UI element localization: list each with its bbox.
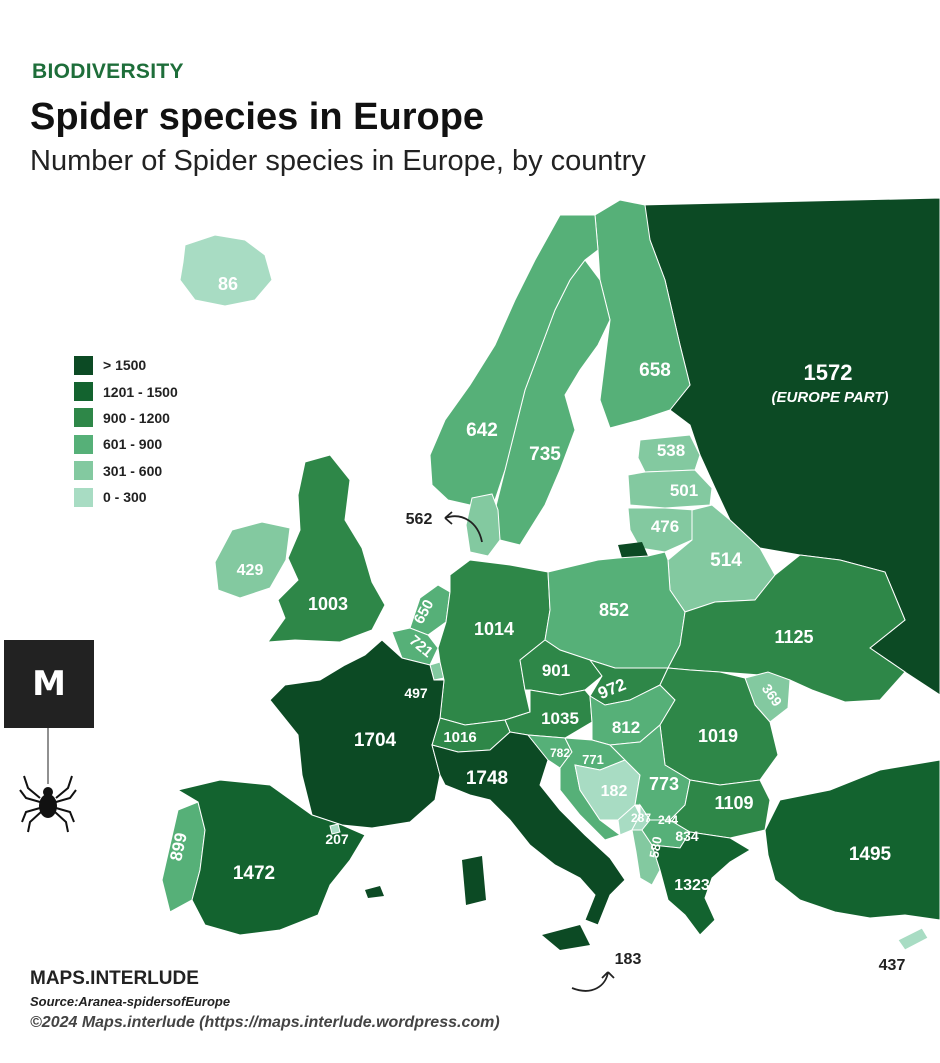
label-russia-note: (EUROPE PART) bbox=[772, 389, 889, 406]
region-lithuania bbox=[627, 507, 696, 553]
legend-label: > 1500 bbox=[103, 357, 147, 374]
label-poland: 852 bbox=[599, 600, 629, 620]
kicker: BIODIVERSITY bbox=[32, 60, 184, 83]
arrow-malta-head bbox=[601, 971, 615, 979]
legend-item: 1201 - 1500 bbox=[74, 378, 178, 404]
label-spain: 1472 bbox=[233, 863, 275, 884]
region-denmark bbox=[465, 493, 501, 557]
legend-swatch bbox=[74, 434, 93, 454]
label-greece: 1323 bbox=[674, 877, 710, 894]
label-estonia: 538 bbox=[657, 441, 685, 460]
arrow-malta bbox=[571, 971, 609, 992]
footer-source: Source:Aranea-spidersofEurope bbox=[30, 994, 231, 1009]
arrow-denmark bbox=[444, 515, 483, 543]
label-finland: 658 bbox=[639, 360, 671, 381]
label-russia: 1572 bbox=[804, 360, 853, 385]
label-turkey: 1495 bbox=[849, 844, 892, 865]
legend-swatch bbox=[74, 382, 93, 402]
region-norway bbox=[429, 214, 599, 506]
region-latvia bbox=[627, 469, 713, 509]
region-cyprus bbox=[897, 927, 929, 951]
logo-letter: M bbox=[32, 664, 66, 704]
label-austria: 1035 bbox=[541, 709, 579, 728]
label-albania: 580 bbox=[646, 835, 665, 859]
legend: > 1500 1201 - 1500 900 - 1200 601 - 900 … bbox=[74, 352, 178, 510]
label-serbia: 773 bbox=[649, 774, 679, 794]
label-lithuania: 476 bbox=[651, 517, 679, 536]
region-bulgaria bbox=[669, 779, 771, 839]
legend-item: > 1500 bbox=[74, 352, 178, 378]
legend-swatch bbox=[74, 355, 93, 375]
label-latvia: 501 bbox=[670, 481, 698, 500]
region-czechia bbox=[519, 639, 603, 696]
footer-brand: MAPS.INTERLUDE bbox=[30, 968, 199, 989]
legend-swatch bbox=[74, 461, 93, 481]
label-bulgaria: 1109 bbox=[714, 793, 753, 813]
region-spain bbox=[176, 779, 366, 936]
legend-label: 1201 - 1500 bbox=[103, 383, 178, 400]
label-hungary: 812 bbox=[612, 718, 640, 737]
region-italy bbox=[431, 731, 626, 926]
label-germany: 1014 bbox=[474, 619, 514, 639]
label-denmark: 562 bbox=[406, 511, 433, 528]
region-labels: 86 642 735 658 1572 (EUROPE PART) 538 50… bbox=[166, 274, 905, 974]
spider-icon bbox=[19, 728, 77, 833]
region-sicily bbox=[542, 925, 590, 950]
label-italy: 1748 bbox=[466, 768, 508, 789]
region-france bbox=[269, 639, 445, 829]
label-montenegro: 287 bbox=[631, 811, 651, 825]
arrow-denmark-head bbox=[444, 511, 453, 525]
label-switzerland: 1016 bbox=[443, 729, 476, 746]
legend-swatch bbox=[74, 408, 93, 428]
region-balearic bbox=[365, 886, 384, 898]
region-greece bbox=[651, 831, 751, 936]
label-cyprus: 437 bbox=[879, 957, 906, 974]
label-romania: 1019 bbox=[698, 726, 738, 746]
region-uk bbox=[266, 454, 386, 643]
label-andorra: 207 bbox=[325, 831, 349, 847]
legend-item: 0 - 300 bbox=[74, 484, 178, 510]
legend-item: 301 - 600 bbox=[74, 458, 178, 484]
label-croatia: 771 bbox=[582, 752, 604, 767]
page-subtitle: Number of Spider species in Europe, by c… bbox=[30, 145, 646, 177]
label-uk: 1003 bbox=[308, 594, 348, 614]
label-malta: 183 bbox=[615, 951, 642, 968]
legend-label: 301 - 600 bbox=[103, 462, 163, 479]
legend-label: 0 - 300 bbox=[103, 489, 147, 506]
label-bosnia: 182 bbox=[601, 783, 628, 800]
label-iceland: 86 bbox=[218, 274, 238, 294]
label-ireland: 429 bbox=[237, 562, 264, 579]
region-sardinia bbox=[462, 856, 486, 905]
region-kaliningrad bbox=[618, 542, 648, 558]
region-ireland bbox=[214, 521, 291, 599]
brand-logo: M bbox=[4, 640, 94, 728]
label-slovenia: 782 bbox=[550, 746, 570, 760]
label-luxembourg: 497 bbox=[404, 685, 428, 701]
label-norway: 642 bbox=[466, 420, 498, 441]
label-kosovo: 244 bbox=[658, 813, 678, 827]
region-turkey bbox=[764, 759, 940, 921]
legend-label: 900 - 1200 bbox=[103, 409, 170, 426]
legend-swatch bbox=[74, 487, 93, 507]
region-iceland bbox=[179, 234, 273, 307]
page-title: Spider species in Europe bbox=[30, 96, 485, 138]
label-north-macedonia: 834 bbox=[675, 828, 699, 844]
legend-item: 900 - 1200 bbox=[74, 405, 178, 431]
legend-item: 601 - 900 bbox=[74, 431, 178, 457]
legend-label: 601 - 900 bbox=[103, 436, 163, 453]
footer-copyright: ©2024 Maps.interlude (https://maps.inter… bbox=[30, 1014, 500, 1031]
label-sweden: 735 bbox=[529, 444, 561, 465]
label-france: 1704 bbox=[354, 730, 397, 751]
label-ukraine: 1125 bbox=[774, 627, 813, 647]
region-andorra bbox=[329, 823, 341, 835]
label-czechia: 901 bbox=[542, 661, 570, 680]
label-belarus: 514 bbox=[710, 550, 742, 571]
